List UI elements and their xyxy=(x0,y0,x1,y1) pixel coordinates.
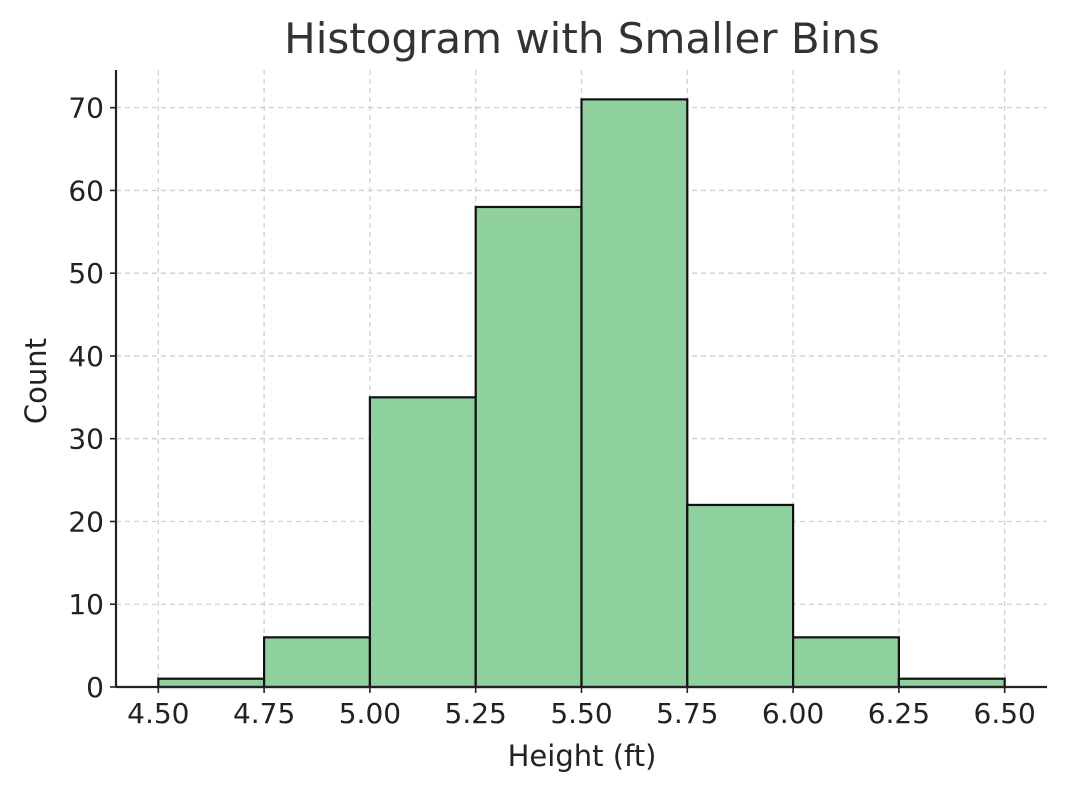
histogram-bar xyxy=(263,636,372,689)
x-axis-label: Height (ft) xyxy=(508,739,657,773)
y-tick-label: 50 xyxy=(68,257,104,290)
x-tick-label: 6.50 xyxy=(974,697,1036,730)
histogram-bars xyxy=(157,98,1006,689)
x-tick-label: 5.25 xyxy=(445,697,507,730)
histogram-bar xyxy=(368,396,477,689)
y-axis-label: Count xyxy=(19,338,53,424)
x-tick-label: 4.75 xyxy=(233,697,295,730)
histogram-bar xyxy=(686,503,795,689)
y-tick-label: 40 xyxy=(68,340,104,373)
x-axis-ticks: 4.50 4.75 5.00 5.25 5.50 5.75 6.00 6.25 6.50 xyxy=(127,687,1036,730)
x-tick-label: 6.00 xyxy=(762,697,824,730)
histogram-bar xyxy=(157,677,266,689)
x-tick-label: 5.00 xyxy=(339,697,401,730)
y-tick-label: 20 xyxy=(68,505,104,538)
y-tick-label: 10 xyxy=(68,588,104,621)
histogram-bar xyxy=(580,98,689,689)
x-tick-label: 5.50 xyxy=(550,697,612,730)
histogram-bar xyxy=(897,677,1006,689)
histogram-bar xyxy=(474,205,583,689)
x-tick-label: 4.50 xyxy=(127,697,189,730)
y-tick-label: 0 xyxy=(86,671,104,704)
y-tick-label: 30 xyxy=(68,423,104,456)
y-tick-label: 60 xyxy=(68,174,104,207)
y-axis-ticks: 0 10 20 30 40 50 60 70 xyxy=(68,92,116,704)
y-tick-label: 70 xyxy=(68,92,104,125)
x-tick-label: 5.75 xyxy=(656,697,718,730)
x-tick-label: 6.25 xyxy=(868,697,930,730)
histogram-bar xyxy=(791,636,900,689)
chart-title: Histogram with Smaller Bins xyxy=(284,14,880,63)
